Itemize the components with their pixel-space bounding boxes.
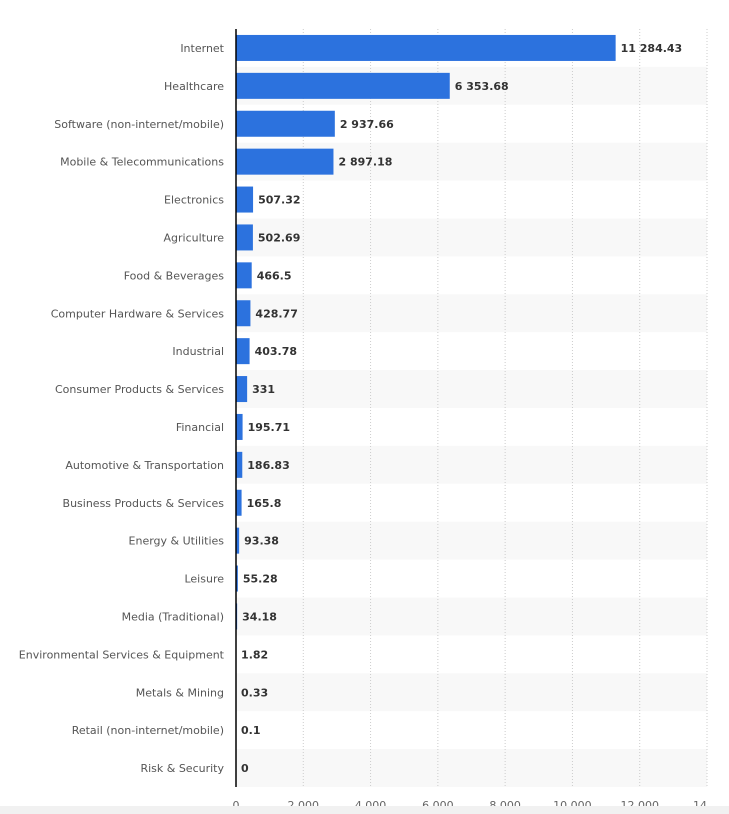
row-stripe (236, 445, 707, 484)
category-label: Retail (non-internet/mobile) (72, 724, 224, 737)
data-label: 2 897.18 (338, 156, 392, 169)
category-label: Energy & Utilities (129, 535, 225, 548)
chart-footer-strip (0, 806, 729, 814)
row-stripe (236, 294, 707, 333)
category-label: Industrial (172, 345, 224, 358)
data-label: 186.83 (247, 459, 289, 472)
bar (236, 34, 616, 61)
data-label: 466.5 (257, 269, 292, 282)
bar (236, 224, 253, 251)
bar (236, 527, 240, 554)
data-label: 0.1 (241, 724, 261, 737)
category-label: Automotive & Transportation (65, 459, 224, 472)
data-label: 1.82 (241, 648, 268, 661)
category-label: Internet (180, 42, 224, 55)
bar (236, 300, 251, 327)
data-label: 165.8 (247, 497, 282, 510)
bar (236, 110, 335, 137)
row-stripe (236, 370, 707, 408)
bar (236, 451, 243, 478)
bar (236, 148, 334, 175)
data-label: 0.33 (241, 686, 268, 699)
data-label: 502.69 (258, 231, 300, 244)
category-label: Software (non-internet/mobile) (54, 118, 224, 131)
row-stripe (236, 218, 707, 257)
data-label: 0 (241, 762, 249, 775)
data-label: 507.32 (258, 194, 300, 207)
data-label: 34.18 (242, 610, 277, 623)
bar (236, 338, 250, 365)
bar (236, 489, 242, 516)
data-label: 6 353.68 (455, 80, 509, 93)
category-label: Business Products & Services (63, 497, 225, 510)
data-label: 93.38 (244, 535, 279, 548)
bar (236, 186, 254, 213)
category-label: Electronics (164, 194, 224, 207)
category-label: Leisure (184, 573, 224, 586)
category-label: Financial (176, 421, 224, 434)
category-label: Mobile & Telecommunications (60, 156, 224, 169)
category-label: Healthcare (164, 80, 224, 93)
category-label: Environmental Services & Equipment (19, 648, 225, 661)
data-label: 11 284.43 (621, 42, 683, 55)
row-stripe (236, 521, 707, 560)
data-label: 331 (252, 383, 275, 396)
bar (236, 72, 450, 99)
category-label: Computer Hardware & Services (51, 307, 225, 320)
category-label: Metals & Mining (136, 686, 224, 699)
category-label: Consumer Products & Services (55, 383, 224, 396)
category-label: Media (Traditional) (122, 610, 224, 623)
bar (236, 376, 248, 403)
x-tick-label: 0 (233, 799, 240, 812)
category-label: Agriculture (164, 231, 225, 244)
category-label: Food & Beverages (124, 269, 225, 282)
bar (236, 565, 238, 592)
category-label: Risk & Security (140, 762, 224, 775)
data-label: 428.77 (255, 307, 297, 320)
bar (236, 262, 252, 289)
row-stripe (236, 749, 707, 787)
data-label: 2 937.66 (340, 118, 394, 131)
data-label: 55.28 (243, 573, 278, 586)
row-stripe (236, 597, 707, 636)
data-label: 403.78 (255, 345, 297, 358)
data-label: 195.71 (248, 421, 290, 434)
row-stripe (236, 673, 707, 712)
bar (236, 413, 243, 440)
